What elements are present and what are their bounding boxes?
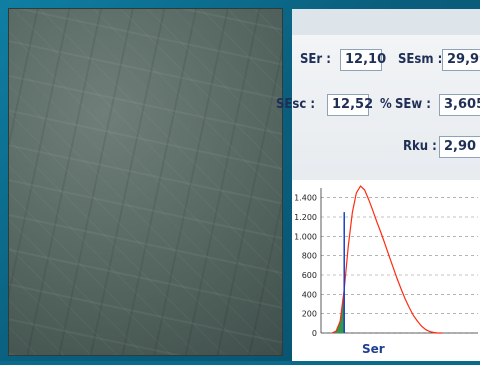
y-tick-label: 400 (302, 290, 317, 299)
sesm-label: SEsm : (398, 52, 443, 67)
sew-label: SEw : (395, 97, 431, 112)
percent-label: % (380, 97, 392, 112)
y-tick-label: 1.000 (294, 232, 317, 241)
histogram-curve (331, 185, 442, 334)
y-tick-label: 0 (312, 329, 317, 338)
histogram-panel: 0 200 400 600 800 1.000 1.200 1.400 Ser (292, 180, 480, 361)
y-tick-label: 1.400 (294, 194, 317, 203)
parameters-panel: SEr : 12,10 SEsm : 29,99 SEsc : 12,52 % … (276, 9, 480, 200)
ser-label: SEr : (300, 52, 331, 67)
sew-field[interactable]: 3,605 (439, 94, 480, 116)
y-tick-label: 200 (302, 310, 317, 319)
histogram-chart: 0 200 400 600 800 1.000 1.200 1.400 Ser (294, 185, 478, 356)
sesc-label: SEsc : (276, 97, 316, 112)
histogram-x-label: Ser (362, 342, 385, 356)
y-tick-label: 800 (302, 252, 317, 261)
y-tick-label: 1.200 (294, 213, 317, 222)
y-tick-label: 600 (302, 271, 317, 280)
histogram-fill-area (332, 289, 345, 333)
ser-field[interactable]: 12,10 (340, 49, 386, 71)
sesc-field[interactable]: 12,52 (327, 94, 373, 116)
surface-texture-image (8, 8, 283, 356)
sesm-field[interactable]: 29,99 (442, 49, 480, 71)
rku-field[interactable]: 2,90 (439, 136, 480, 158)
rku-label: Rku : (403, 139, 437, 154)
